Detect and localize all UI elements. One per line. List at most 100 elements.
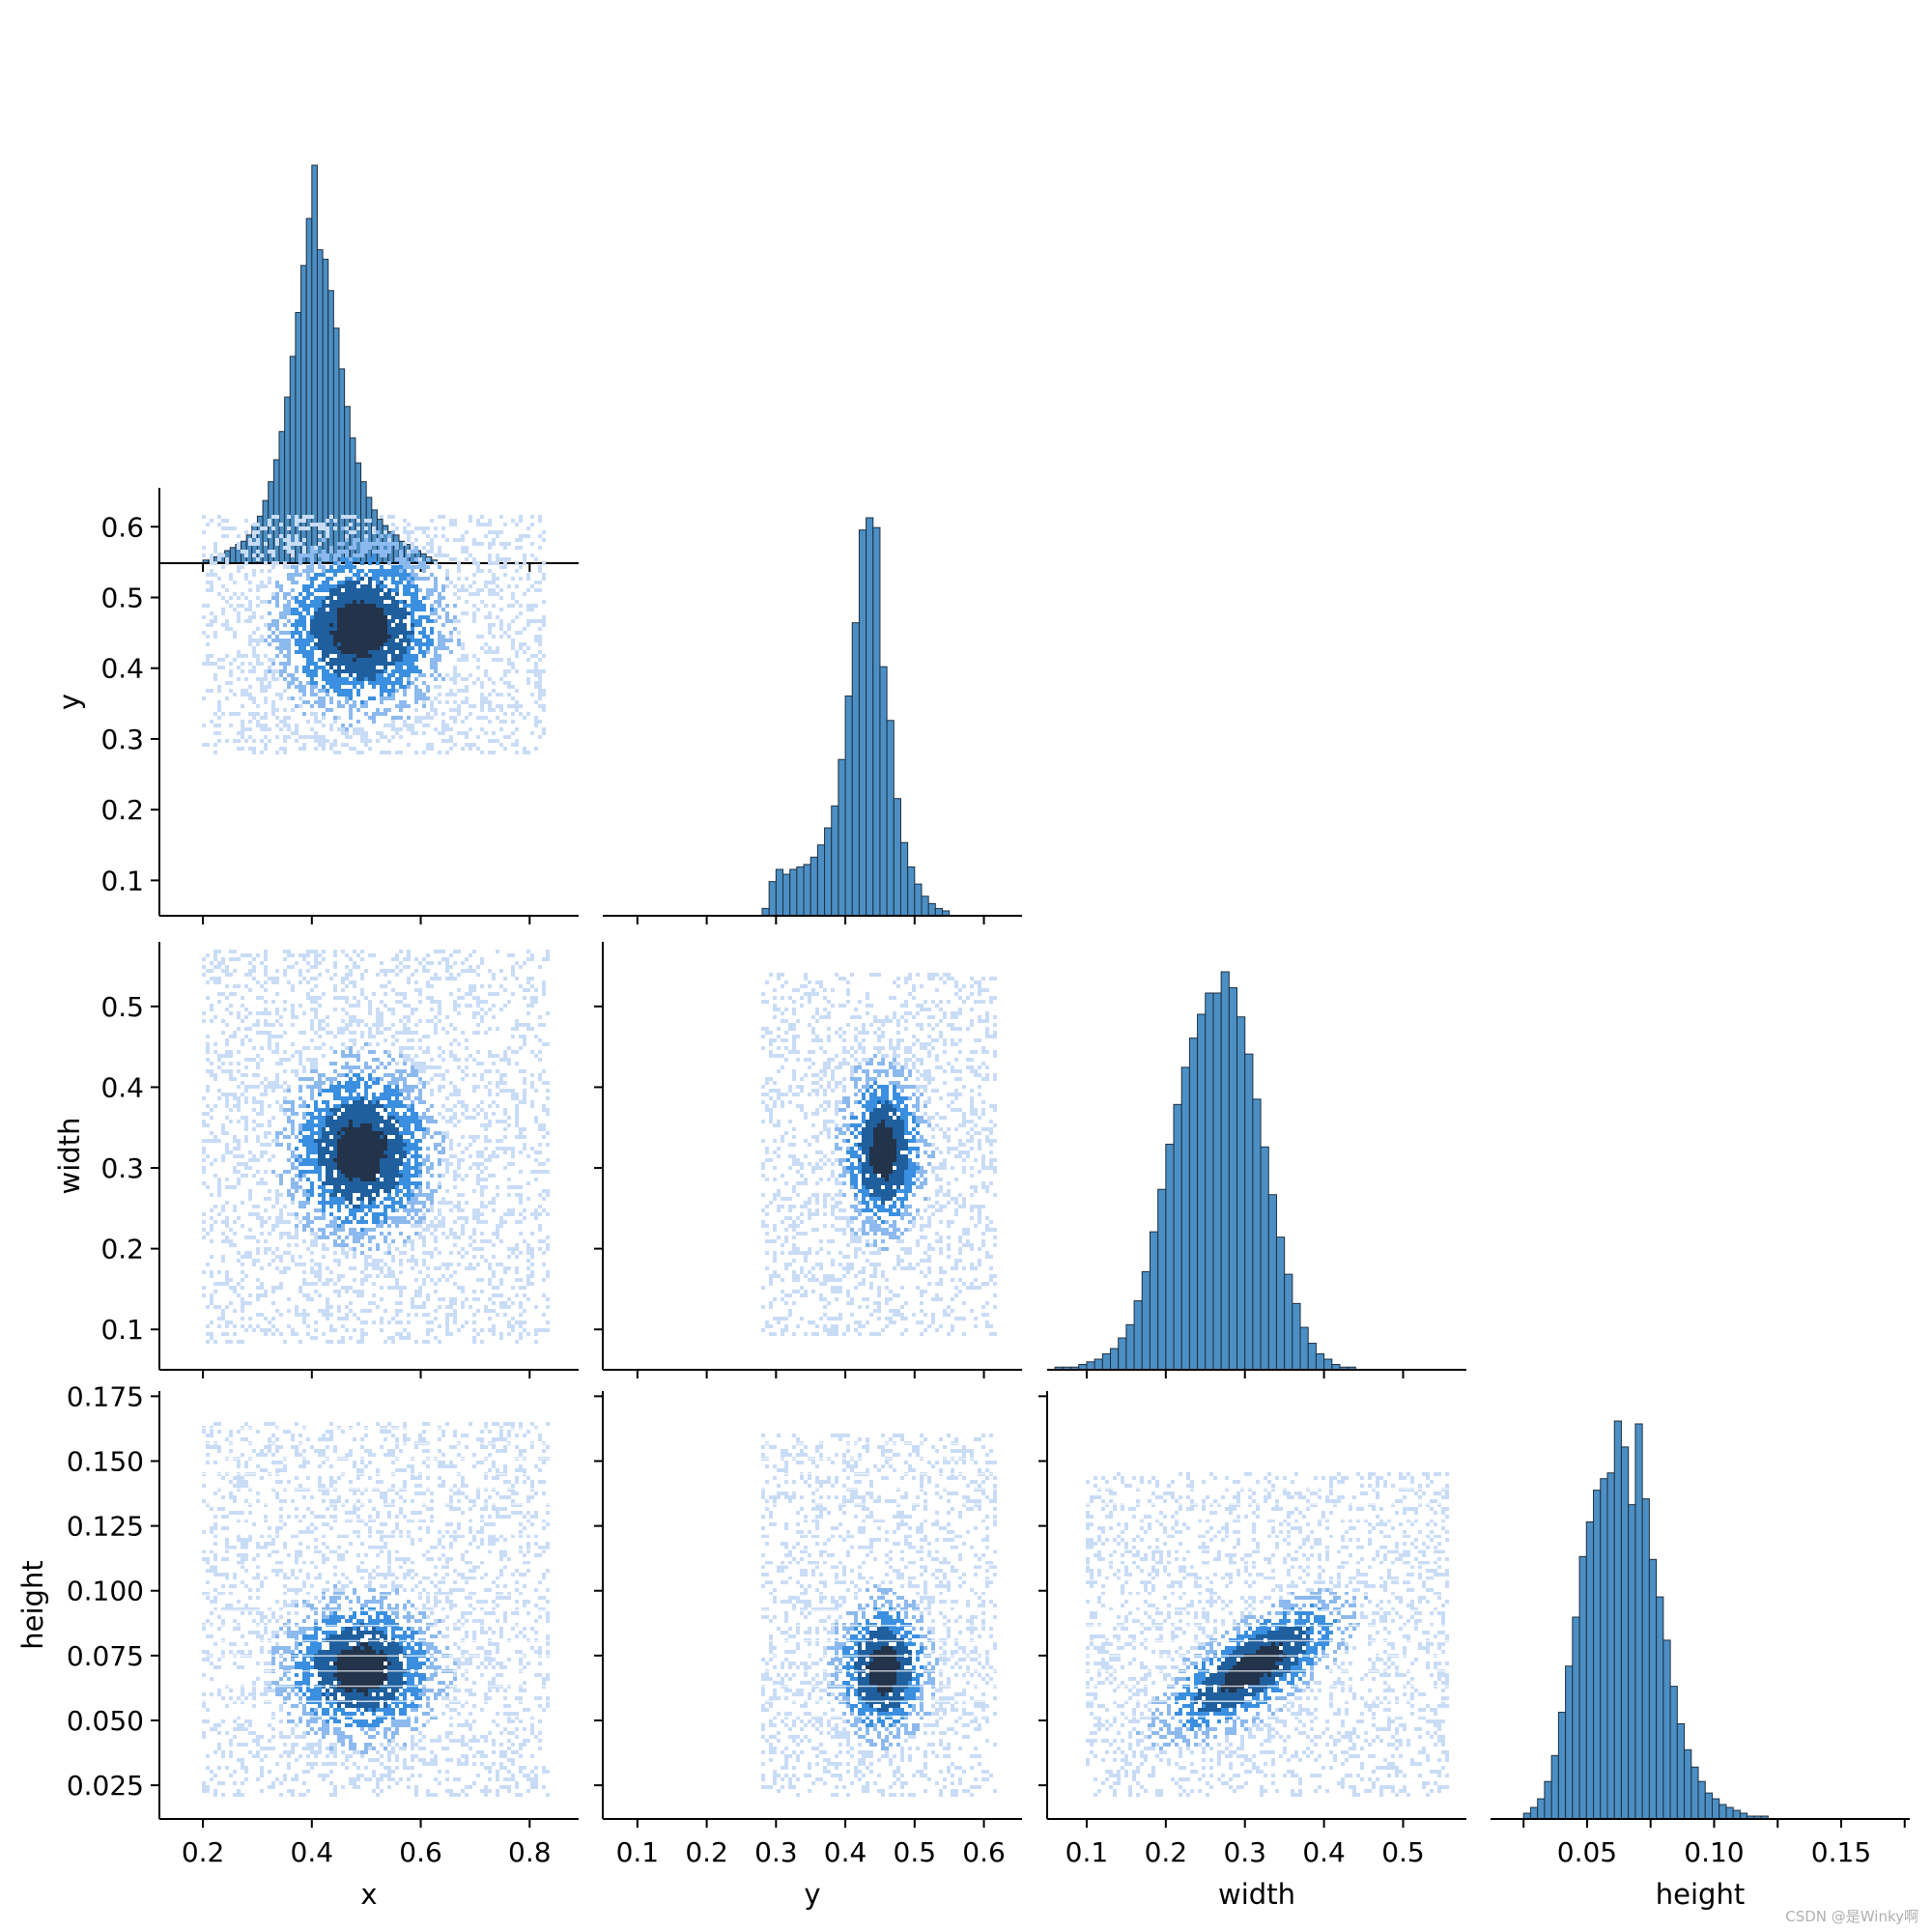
- density-cell: [298, 1077, 302, 1081]
- density-cell: [341, 1123, 345, 1127]
- density-cell: [430, 1220, 434, 1224]
- density-cell: [271, 1205, 275, 1208]
- density-cell: [499, 588, 503, 592]
- density-cell: [241, 1038, 244, 1042]
- density-cell: [326, 1282, 329, 1286]
- density-cell: [326, 739, 329, 743]
- density-cell: [445, 693, 449, 696]
- density-cell: [364, 604, 368, 608]
- density-cell: [345, 1100, 349, 1104]
- density-cell: [333, 1085, 337, 1089]
- density-cell: [337, 561, 341, 565]
- density-cell: [399, 623, 403, 627]
- density-cell: [287, 631, 291, 635]
- density-cell: [314, 600, 318, 604]
- density-cell: [395, 1089, 399, 1093]
- density-cell: [287, 1089, 291, 1093]
- density-cell: [341, 1050, 345, 1054]
- density-cell: [256, 1313, 260, 1317]
- density-cell: [217, 1089, 221, 1093]
- density-cell: [465, 689, 469, 693]
- density-cell: [252, 631, 256, 635]
- density-cell: [434, 581, 438, 584]
- density-cell: [414, 557, 418, 561]
- density-cell: [333, 1193, 337, 1197]
- density-cell: [298, 1127, 302, 1131]
- density-cell: [387, 619, 391, 623]
- density-cell: [399, 1151, 403, 1154]
- density-cell: [380, 1093, 384, 1096]
- density-cell: [391, 646, 395, 650]
- density-cell: [368, 635, 372, 639]
- density-cell: [461, 584, 465, 588]
- density-cell: [407, 1058, 411, 1062]
- density-cell: [349, 639, 353, 642]
- density-cell: [283, 565, 287, 569]
- density-cell: [349, 969, 353, 973]
- density-cell: [287, 639, 291, 642]
- density-cell: [488, 720, 492, 724]
- density-cell: [341, 584, 345, 588]
- density-cell: [368, 1208, 372, 1212]
- density-cell: [403, 1178, 407, 1181]
- density-cell: [430, 1104, 434, 1108]
- density-cell: [217, 666, 221, 669]
- density-cell: [302, 743, 306, 747]
- density-cell: [318, 1174, 322, 1178]
- density-cell: [264, 1085, 268, 1089]
- density-cell: [345, 627, 349, 631]
- density-cell: [225, 1236, 229, 1239]
- density-cell: [213, 751, 217, 754]
- density-cell: [438, 1297, 441, 1301]
- density-cell: [449, 1054, 453, 1058]
- density-cell: [384, 1085, 387, 1089]
- density-cell: [368, 1158, 372, 1162]
- density-cell: [422, 1313, 426, 1317]
- density-cell: [326, 1104, 329, 1108]
- density-cell: [341, 515, 345, 519]
- density-cell: [372, 720, 376, 724]
- density-cell: [380, 1297, 384, 1301]
- density-cell: [391, 596, 395, 600]
- density-cell: [225, 1116, 229, 1120]
- density-cell: [306, 669, 310, 673]
- density-cell: [333, 642, 337, 646]
- density-cell: [418, 600, 422, 604]
- density-cell: [256, 720, 260, 724]
- density-cell: [264, 1089, 268, 1093]
- density-cell: [391, 635, 395, 639]
- density-cell: [221, 554, 225, 557]
- density-cell: [287, 1058, 291, 1062]
- density-cell: [241, 1270, 244, 1274]
- density-cell: [391, 642, 395, 646]
- density-cell: [441, 1197, 445, 1201]
- density-cell: [233, 1232, 237, 1236]
- density-cell: [384, 969, 387, 973]
- density-cell: [434, 658, 438, 662]
- density-cell: [488, 650, 492, 654]
- density-cell: [229, 1340, 233, 1344]
- density-cell: [372, 1069, 376, 1073]
- density-cell: [403, 584, 407, 588]
- density-cell: [268, 534, 271, 538]
- density-cell: [233, 739, 237, 743]
- density-cell: [430, 1201, 434, 1205]
- density-cell: [384, 1123, 387, 1127]
- density-cell: [449, 1208, 453, 1212]
- density-cell: [287, 1309, 291, 1313]
- density-cell: [329, 596, 333, 600]
- density-cell: [353, 1031, 356, 1035]
- density-cell: [515, 669, 519, 673]
- density-cell: [511, 696, 515, 700]
- density-cell: [210, 654, 213, 658]
- density-cell: [403, 1220, 407, 1224]
- density-cell: [376, 1019, 380, 1023]
- density-cell: [430, 716, 434, 720]
- density-cell: [268, 1104, 271, 1108]
- density-cell: [376, 1042, 380, 1046]
- density-cell: [329, 1205, 333, 1208]
- density-cell: [341, 731, 345, 735]
- density-cell: [337, 704, 341, 708]
- density-cell: [329, 677, 333, 681]
- density-cell: [248, 1189, 252, 1193]
